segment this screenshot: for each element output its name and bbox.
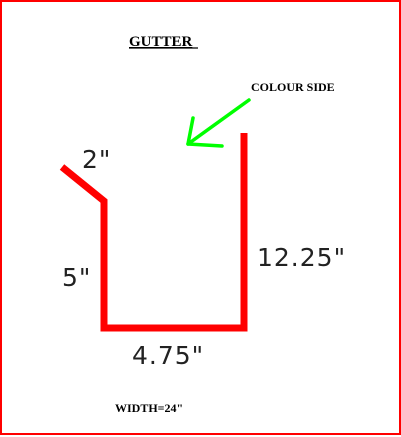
arrow-head [186,116,224,148]
front-dimension-label: 12.25" [257,243,346,272]
drawing-title: GUTTER [129,34,193,50]
back-dimension-label: 5" [62,263,91,292]
bottom-dimension-label: 4.75" [132,341,204,370]
width-label: WIDTH=24" [115,401,183,415]
colour-side-label: COLOUR SIDE [251,80,335,94]
gutter-profile [59,133,248,332]
colour-side-arrow [186,98,251,148]
arrow-shaft [186,98,251,146]
lip-dimension-label: 2" [82,145,111,174]
